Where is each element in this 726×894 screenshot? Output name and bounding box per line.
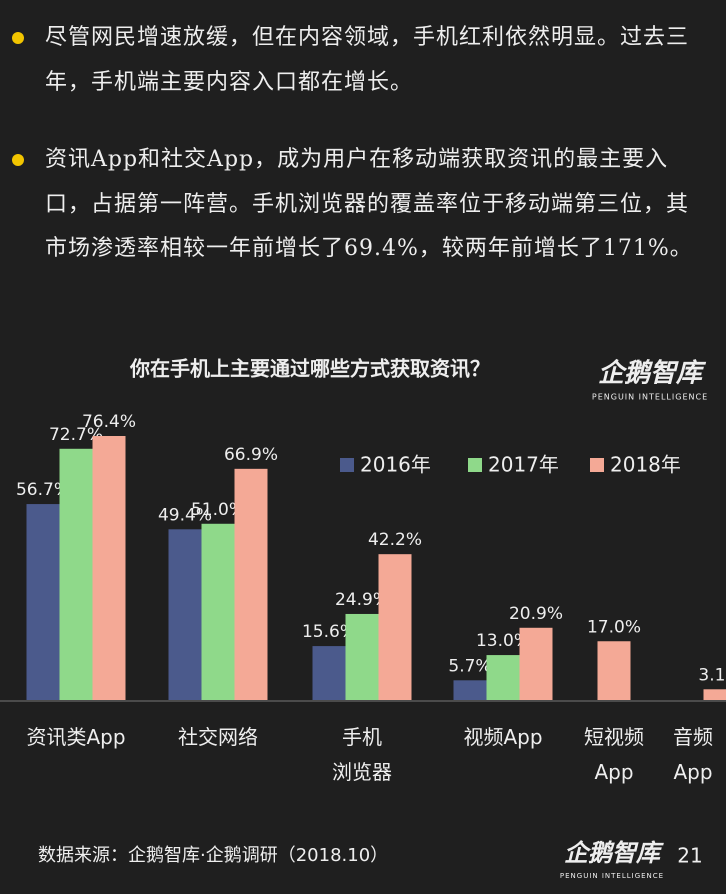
bar bbox=[486, 655, 520, 700]
bar bbox=[312, 646, 346, 700]
bullet-dot bbox=[12, 32, 24, 44]
value-label: 20.9% bbox=[509, 604, 563, 624]
bar bbox=[92, 436, 126, 700]
x-tick-label: 短视频 App bbox=[584, 725, 644, 784]
value-label: 15.6% bbox=[302, 622, 356, 642]
logo-name: 企鹅智库 bbox=[564, 839, 664, 867]
legend-label: 2018年 bbox=[610, 453, 681, 477]
x-tick-label: 社交网络 bbox=[178, 725, 258, 749]
value-label: 24.9% bbox=[335, 590, 389, 610]
value-label: 3.1% bbox=[698, 665, 726, 685]
x-tick-label: 视频App bbox=[463, 725, 543, 749]
value-label: 5.7% bbox=[448, 656, 491, 676]
bar bbox=[453, 680, 487, 700]
legend-swatch bbox=[340, 458, 354, 472]
bar bbox=[703, 689, 726, 700]
logo-name: 企鹅智库 bbox=[598, 359, 707, 389]
bar bbox=[519, 627, 553, 700]
chart-title: 你在手机上主要通过哪些方式获取资讯？ bbox=[129, 357, 490, 381]
bar bbox=[26, 504, 60, 700]
bullet-dot bbox=[12, 154, 24, 166]
bullet-text: 尽管网民增速放缓，但在内容领域，手机红利依然明显。过去三年，手机端主要内容入口都… bbox=[45, 25, 690, 95]
bar bbox=[597, 641, 631, 700]
value-label: 42.2% bbox=[368, 530, 422, 550]
logo-tagline: PENGUIN INTELLIGENCE bbox=[560, 872, 664, 880]
legend-label: 2016年 bbox=[360, 453, 431, 477]
value-label: 66.9% bbox=[224, 445, 278, 465]
value-label: 76.4% bbox=[82, 412, 136, 432]
bar bbox=[378, 554, 412, 700]
value-label: 49.4% bbox=[158, 505, 212, 525]
legend-swatch bbox=[590, 458, 604, 472]
legend-swatch bbox=[468, 458, 482, 472]
value-label: 13.0% bbox=[476, 631, 530, 651]
value-label: 17.0% bbox=[587, 617, 641, 637]
x-tick-label: 资讯类App bbox=[26, 725, 126, 749]
x-tick-label: 手机 浏览器 bbox=[332, 725, 392, 784]
bar bbox=[168, 529, 202, 700]
logo-tagline: PENGUIN INTELLIGENCE bbox=[592, 393, 708, 402]
value-label: 72.7% bbox=[49, 425, 103, 445]
value-label: 51.0% bbox=[191, 500, 245, 520]
bar bbox=[345, 613, 379, 700]
bar bbox=[201, 523, 235, 700]
bar bbox=[59, 448, 93, 700]
bar bbox=[234, 468, 268, 700]
value-label: 56.7% bbox=[16, 480, 70, 500]
source: 数据来源：企鹅智库·企鹅调研（2018.10） bbox=[38, 845, 388, 866]
x-tick-label: 音频 App bbox=[673, 725, 713, 784]
bullet-text: 资讯App和社交App，成为用户在移动端获取资讯的最主要入口，占据第一阵营。手机… bbox=[45, 147, 693, 261]
legend-label: 2017年 bbox=[488, 453, 559, 477]
page-number: 21 bbox=[677, 844, 702, 868]
